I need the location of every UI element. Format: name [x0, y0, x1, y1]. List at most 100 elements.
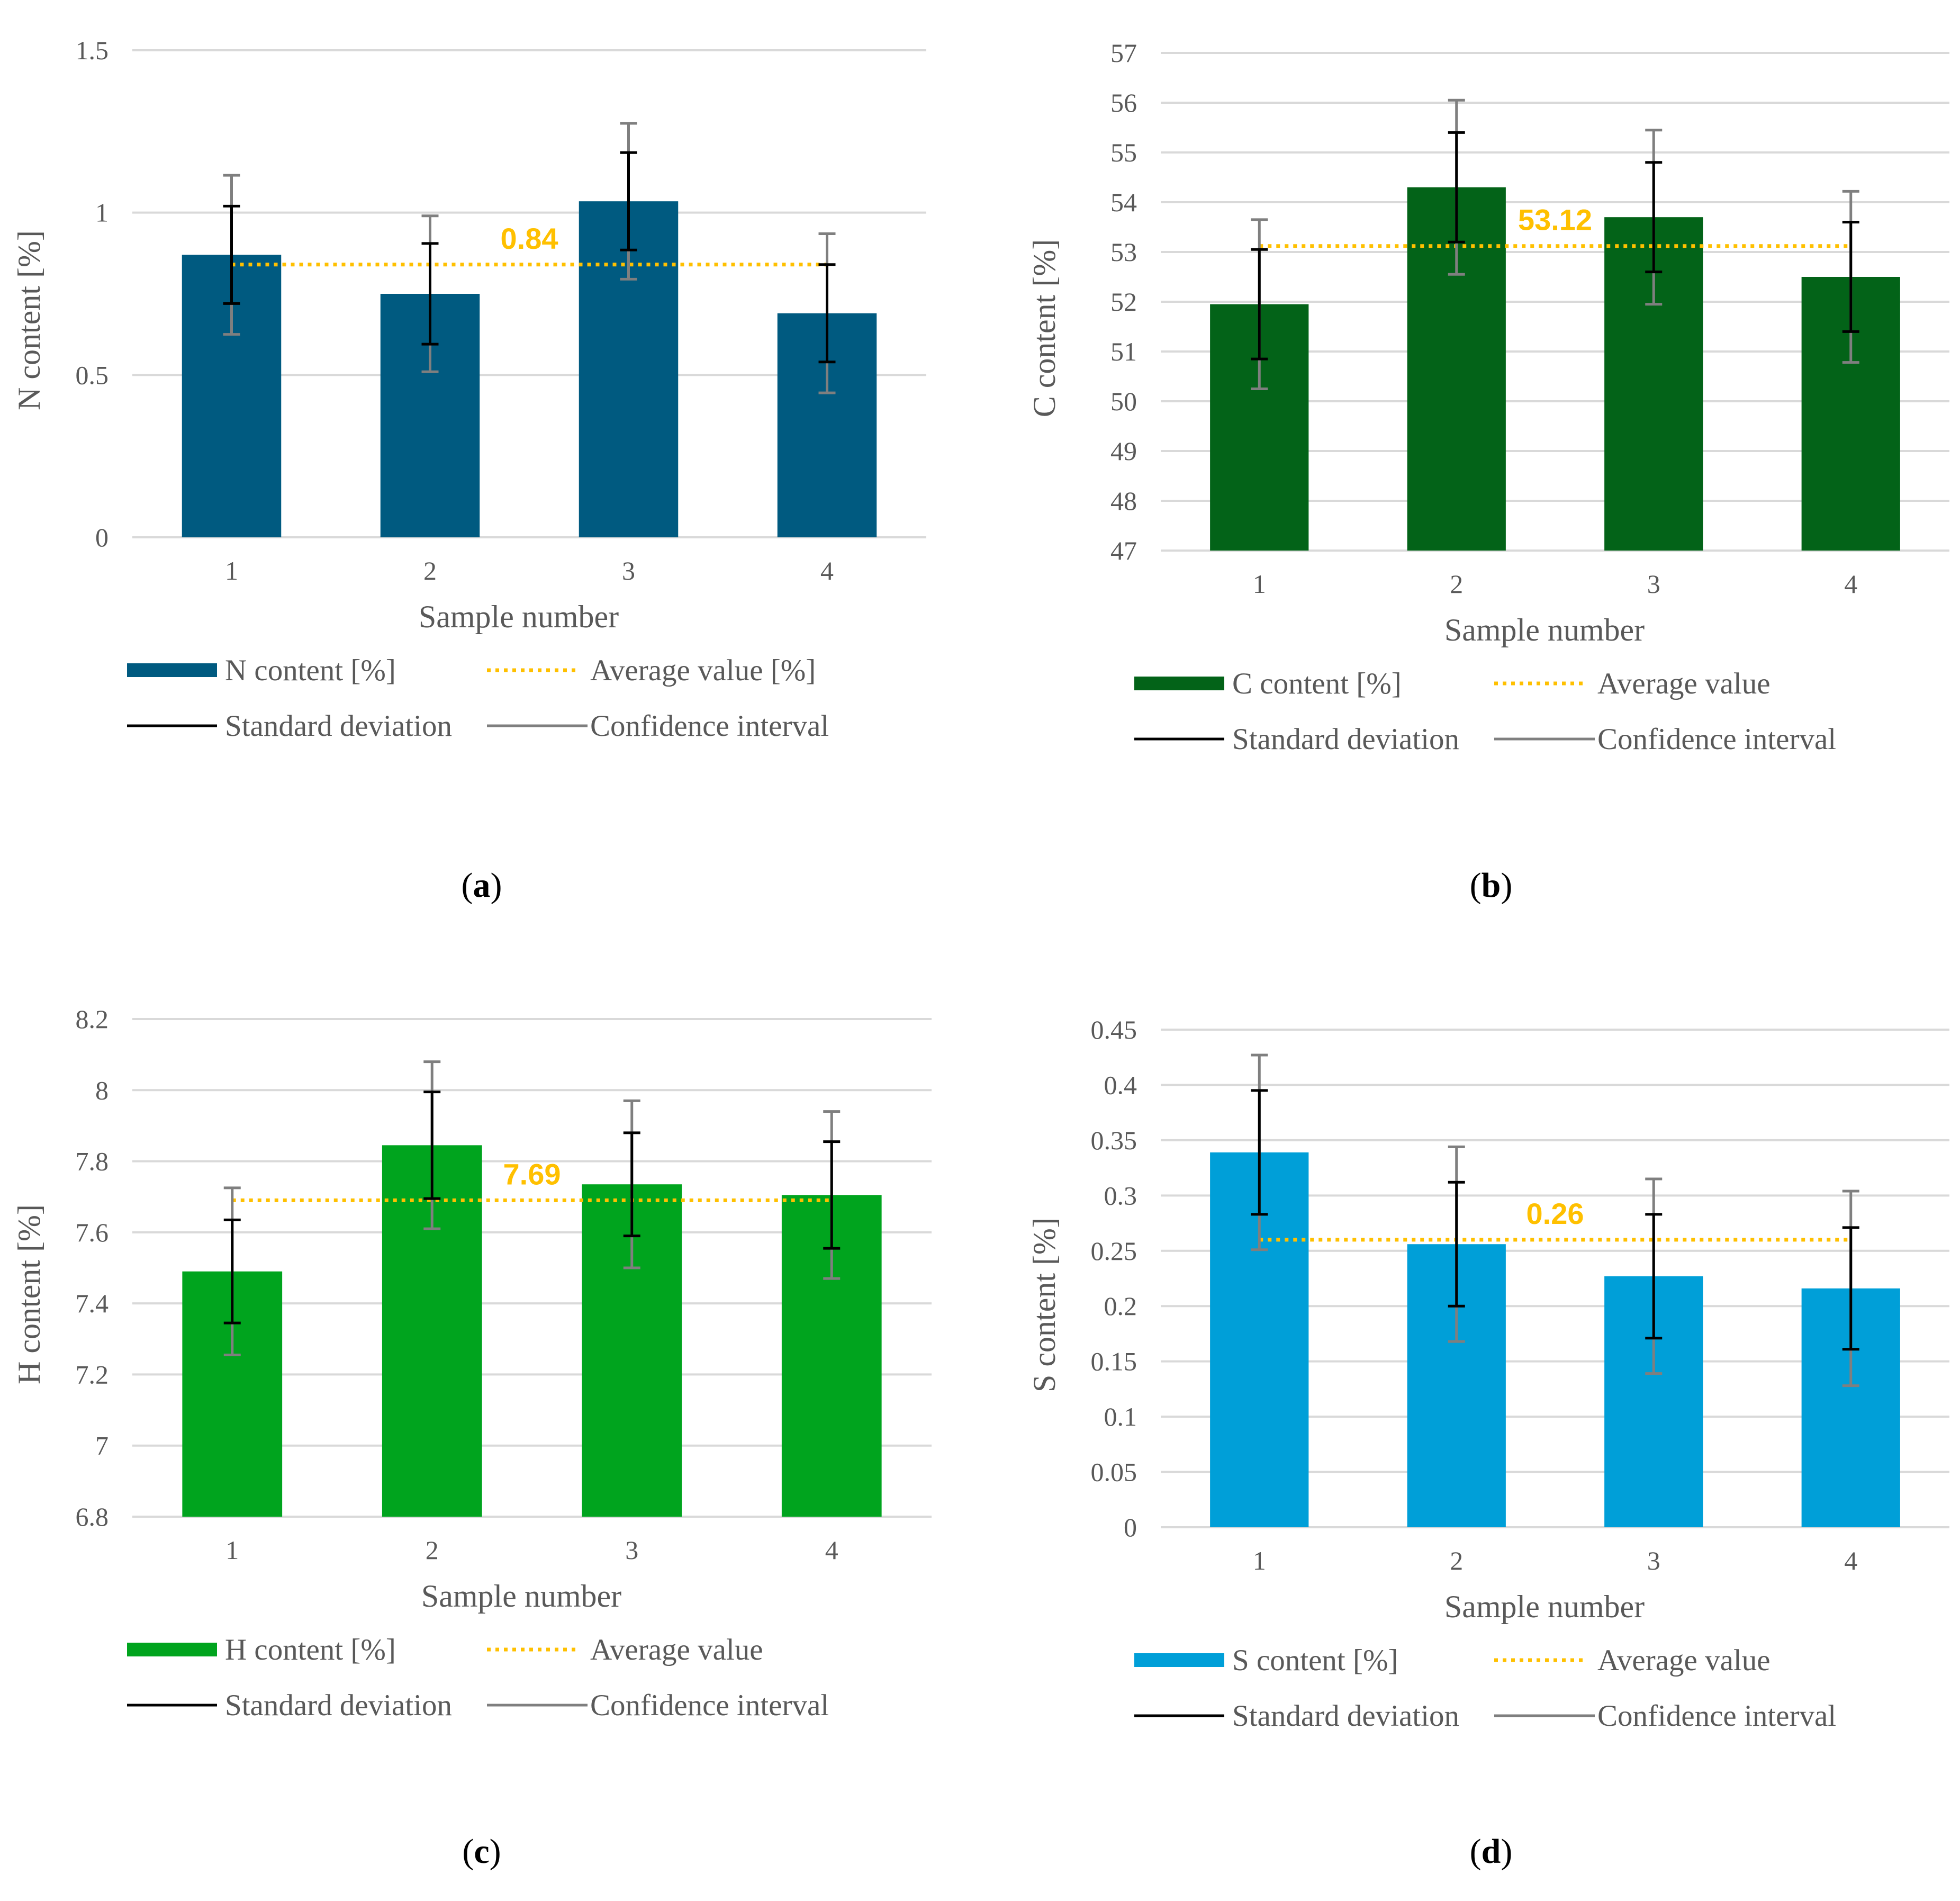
chart-panel-d: 0 0.05 0.1 0.15 0.2 0.25 0.3 0.35 0.4 0.45 0.26 1 2 3…	[1007, 966, 1960, 1893]
standard-deviation-bar	[823, 1140, 841, 1250]
y-tick-label: 7.2	[76, 1359, 109, 1389]
standard-deviation-bar	[818, 263, 836, 364]
caption-letter: b	[1481, 866, 1501, 905]
x-tick-label: 2	[423, 556, 437, 585]
legend-label: Standard deviation	[1232, 1699, 1459, 1733]
x-tick-label: 4	[1844, 1546, 1857, 1575]
y-tick-label: 0.4	[1104, 1070, 1137, 1100]
y-tick-label: 7.8	[76, 1147, 109, 1176]
legend: H content [%] Average value Standard devia…	[127, 1633, 829, 1722]
legend-item-series: N content [%]	[127, 654, 396, 687]
y-tick-label: 1	[95, 198, 109, 228]
standard-deviation-bar	[1645, 161, 1663, 274]
legend-label: Confidence interval	[1597, 723, 1836, 756]
legend-item-series: H content [%]	[127, 1633, 396, 1666]
caption-d: (d)	[1469, 1832, 1513, 1871]
x-axis-title: Sample number	[421, 1579, 621, 1614]
legend-label: Average value	[590, 1633, 763, 1666]
y-tick-label: 0.2	[1104, 1291, 1137, 1321]
y-tick-label: 0.1	[1104, 1402, 1137, 1431]
legend-label: N content [%]	[225, 654, 396, 687]
legend-swatch	[1134, 1653, 1224, 1667]
legend: S content [%] Average value Standard devia…	[1134, 1644, 1836, 1733]
standard-deviation-bar	[421, 242, 439, 346]
y-tick-label: 53	[1110, 237, 1137, 267]
legend-item-std-dev: Standard deviation	[1134, 723, 1459, 756]
x-tick-label: 3	[625, 1535, 638, 1565]
x-axis-title: Sample number	[1444, 612, 1645, 647]
x-tick-label: 3	[1647, 1546, 1660, 1575]
legend-label: Standard deviation	[225, 1689, 452, 1722]
legend-label: Average value [%]	[590, 654, 816, 687]
x-tick-label: 1	[225, 556, 238, 585]
standard-deviation-bar	[1842, 221, 1859, 333]
x-tick-label: 2	[1450, 569, 1463, 599]
y-tick-label: 1.5	[76, 35, 109, 65]
legend-label: Confidence interval	[590, 1689, 829, 1722]
y-tick-label: 6.8	[76, 1502, 109, 1531]
caption-letter: d	[1481, 1832, 1501, 1871]
y-tick-label: 0.35	[1091, 1125, 1137, 1155]
y-tick-label: 51	[1110, 337, 1137, 366]
caption-c: (c)	[462, 1832, 501, 1871]
standard-deviation-bar	[623, 1131, 640, 1238]
legend-label: Confidence interval	[1597, 1699, 1836, 1733]
x-tick-label: 4	[1844, 569, 1857, 599]
legend-item-conf-int: Confidence interval	[1494, 723, 1836, 756]
y-tick-label: 0	[95, 522, 109, 552]
y-tick-label: 55	[1110, 138, 1137, 167]
standard-deviation-bar	[1251, 1089, 1268, 1216]
legend-item-series: S content [%]	[1134, 1644, 1398, 1677]
legend-item-series: C content [%]	[1134, 667, 1402, 700]
caption-letter: c	[474, 1832, 490, 1871]
standard-deviation-bar	[620, 151, 637, 251]
caption-letter: a	[473, 866, 491, 905]
legend-swatch	[127, 663, 217, 677]
average-value-label: 7.69	[503, 1157, 561, 1191]
x-axis-title: Sample number	[1444, 1589, 1645, 1624]
standard-deviation-bar	[423, 1091, 441, 1200]
chart-a: 0 0.5 1 1.5 0.84 1 2 3 4 Sample number N content […	[12, 35, 926, 743]
legend-label: Average value	[1597, 1644, 1771, 1677]
legend: N content [%] Average value [%] Standard d…	[127, 654, 829, 743]
legend-item-std-dev: Standard deviation	[1134, 1699, 1459, 1733]
y-tick-label: 7.6	[76, 1218, 109, 1247]
y-tick-label: 56	[1110, 88, 1137, 118]
standard-deviation-bar	[1448, 1181, 1465, 1308]
y-tick-label: 57	[1110, 38, 1137, 68]
legend-item-std-dev: Standard deviation	[127, 709, 452, 743]
y-tick-label: 50	[1110, 386, 1137, 416]
y-axis-title: N content [%]	[12, 230, 47, 410]
standard-deviation-bar	[1842, 1226, 1859, 1351]
average-value-label: 0.84	[501, 222, 558, 255]
legend-item-average: Average value	[1494, 667, 1771, 700]
legend-label: Standard deviation	[225, 709, 452, 743]
legend-label: S content [%]	[1232, 1644, 1398, 1677]
caption-a: (a)	[461, 866, 502, 905]
legend: C content [%] Average value Standard devia…	[1134, 667, 1836, 756]
legend-item-average: Average value	[1494, 1644, 1771, 1677]
standard-deviation-bar	[223, 1218, 241, 1325]
chart-d: 0 0.05 0.1 0.15 0.2 0.25 0.3 0.35 0.4 0.45 0.26 1 2 3…	[1027, 1015, 1949, 1733]
chart-panel-c: 6.8 7 7.2 7.4 7.6 7.8 8 8.2 7.69 1 2 3 4 Sample numbe…	[0, 966, 953, 1893]
legend-item-average: Average value	[487, 1633, 763, 1666]
legend-swatch	[1134, 677, 1224, 690]
standard-deviation-bar	[1251, 248, 1268, 361]
y-tick-label: 0.05	[1091, 1457, 1137, 1487]
average-value-label: 53.12	[1518, 203, 1592, 237]
y-tick-label: 8.2	[76, 1004, 109, 1034]
x-tick-label: 4	[820, 556, 834, 585]
legend-label: C content [%]	[1232, 667, 1402, 700]
standard-deviation-bar	[1448, 131, 1465, 244]
x-tick-label: 2	[1450, 1546, 1463, 1575]
y-tick-label: 0.25	[1091, 1236, 1137, 1266]
y-tick-label: 47	[1110, 536, 1137, 565]
legend-label: Confidence interval	[590, 709, 829, 743]
standard-deviation-bar	[1645, 1213, 1663, 1340]
average-value-label: 0.26	[1527, 1197, 1584, 1230]
y-tick-label: 54	[1110, 187, 1137, 217]
y-axis-title: C content [%]	[1027, 239, 1062, 418]
chart-b: 47 48 49 50 51 52 53 54 55 56 57 53.12 1 2 3 4 Sample nu…	[1027, 38, 1949, 756]
legend-item-conf-int: Confidence interval	[487, 1689, 829, 1722]
x-axis-title: Sample number	[419, 599, 619, 634]
